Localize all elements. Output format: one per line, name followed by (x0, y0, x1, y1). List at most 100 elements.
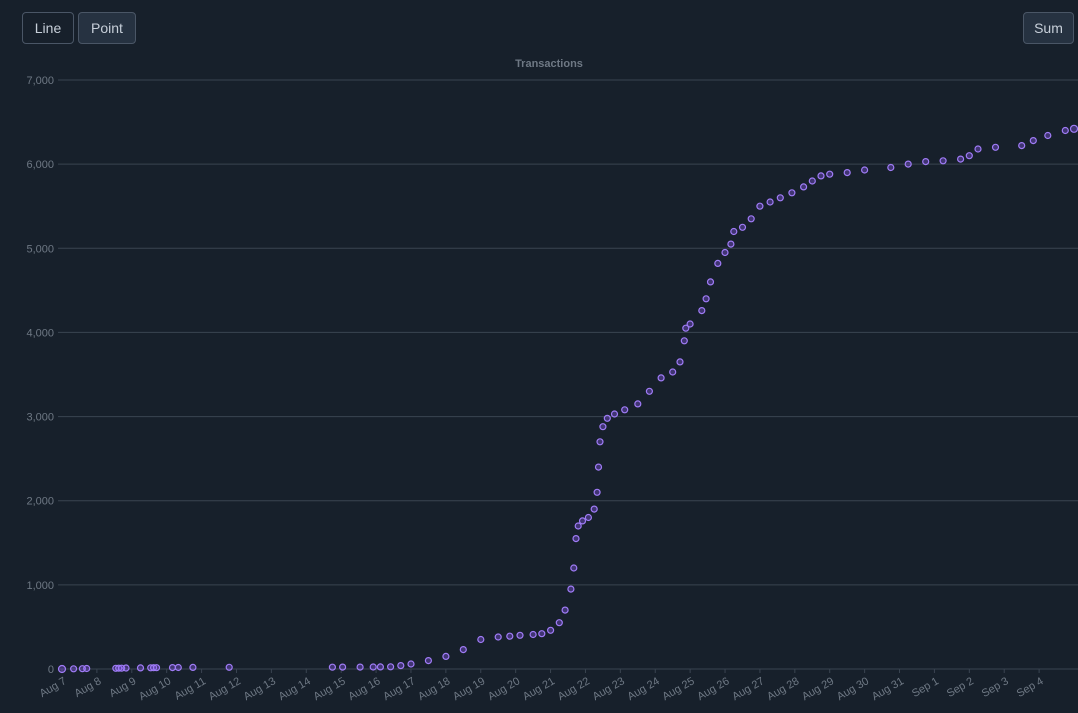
data-point (939, 157, 947, 165)
y-tick-label: 3,000 (26, 412, 54, 424)
point-mode-button[interactable]: Point (78, 12, 136, 44)
data-point (603, 414, 611, 422)
data-point (974, 145, 982, 153)
data-point (817, 172, 825, 180)
x-tick-label: Aug 27 (730, 675, 766, 703)
data-point (529, 630, 537, 639)
data-point (328, 663, 336, 671)
data-point (956, 155, 965, 163)
data-point (538, 630, 546, 638)
chart-title: Transactions (515, 58, 583, 70)
data-point (122, 664, 130, 672)
x-tick-label: Aug 8 (72, 675, 103, 700)
x-tick-label: Sep 2 (945, 675, 976, 700)
data-point (376, 663, 384, 671)
y-tick-label: 7,000 (26, 75, 54, 87)
data-point (57, 664, 67, 674)
data-point (669, 368, 677, 376)
data-point (610, 410, 619, 418)
data-point (494, 633, 502, 641)
data-point (738, 223, 747, 231)
data-point (826, 170, 834, 178)
y-tick-label: 4,000 (26, 327, 54, 339)
data-point (645, 387, 654, 395)
data-point (1044, 131, 1052, 140)
data-point (574, 522, 582, 530)
x-tick-label: Sep 1 (910, 675, 941, 700)
data-point (596, 438, 604, 446)
data-point (593, 488, 601, 496)
data-point (590, 505, 598, 513)
x-tick-label: Aug 19 (451, 675, 487, 703)
data-point (682, 324, 690, 332)
data-point (843, 169, 851, 177)
data-point (799, 183, 808, 191)
data-point (356, 663, 364, 671)
data-point (561, 606, 569, 614)
x-tick-label: Aug 17 (381, 675, 417, 703)
y-tick-label: 5,000 (26, 243, 54, 255)
data-point (136, 664, 145, 672)
x-tick-label: Aug 12 (207, 675, 243, 703)
data-point (686, 320, 694, 328)
x-tick-label: Aug 24 (626, 675, 662, 703)
data-point (570, 564, 578, 572)
x-tick-label: Aug 23 (591, 675, 627, 703)
sum-toggle-button[interactable]: Sum (1023, 12, 1074, 44)
data-point (407, 660, 415, 668)
data-point (680, 337, 688, 345)
x-tick-label: Sep 3 (980, 675, 1011, 700)
data-point (922, 158, 930, 166)
data-point (727, 240, 735, 248)
data-point (1061, 126, 1069, 135)
data-point (152, 664, 161, 672)
x-tick-label: Aug 14 (277, 675, 313, 703)
data-point (168, 663, 177, 672)
data-point (459, 645, 467, 654)
x-tick-label: Aug 20 (486, 675, 522, 703)
line-mode-button[interactable]: Line (22, 12, 74, 44)
y-tick-label: 2,000 (26, 496, 54, 508)
data-point (83, 664, 91, 673)
data-point (702, 295, 710, 303)
data-point (766, 198, 774, 206)
x-tick-label: Aug 31 (870, 675, 906, 703)
x-tick-label: Aug 21 (521, 675, 557, 703)
data-point (1018, 142, 1026, 150)
data-point (904, 160, 912, 168)
data-point (516, 631, 524, 639)
x-tick-label: Aug 7 (38, 675, 69, 700)
data-point (788, 189, 796, 197)
data-point (776, 194, 784, 202)
x-tick-label: Aug 26 (695, 675, 731, 703)
data-point (567, 585, 575, 593)
x-tick-label: Aug 25 (660, 675, 696, 703)
x-tick-label: Aug 15 (311, 675, 347, 703)
data-point (965, 152, 973, 160)
data-point (572, 534, 580, 543)
x-tick-label: Aug 18 (416, 675, 452, 703)
x-tick-label: Aug 28 (765, 675, 801, 703)
data-point (599, 423, 607, 431)
x-tick-label: Sep 4 (1015, 675, 1046, 700)
x-tick-label: Aug 30 (835, 675, 871, 703)
data-point (506, 632, 514, 640)
data-point (442, 652, 450, 661)
x-tick-label: Aug 16 (346, 675, 382, 703)
y-axis: 0 1,000 2,000 3,000 4,000 5,000 6,000 7,000 (26, 75, 54, 676)
data-point (1069, 124, 1078, 133)
data-point (756, 202, 764, 210)
grid-lines (58, 79, 1078, 670)
data-point (578, 517, 587, 525)
data-point (225, 663, 233, 671)
data-point (555, 619, 563, 627)
data-point (621, 406, 629, 414)
data-point (991, 143, 1000, 151)
data-point (594, 463, 603, 471)
data-point (747, 215, 755, 223)
data-point (397, 661, 405, 670)
x-tick-label: Aug 10 (137, 675, 173, 703)
data-point (721, 248, 729, 257)
